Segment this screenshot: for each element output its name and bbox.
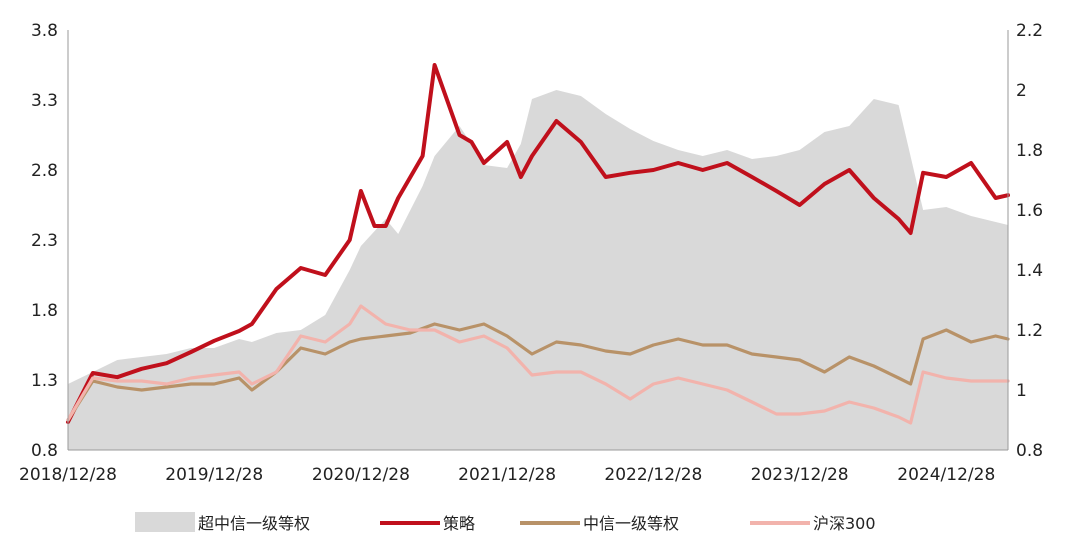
y-right-tick-label: 1.6 — [1016, 201, 1043, 221]
x-tick-label: 2021/12/28 — [458, 465, 556, 485]
legend: 超中信一级等权 策略 中信一级等权 沪深300 — [135, 512, 876, 533]
legend-label: 超中信一级等权 — [198, 514, 310, 533]
y-left-tick-label: 1.8 — [31, 301, 58, 321]
y-right-tick-label: 2.2 — [1016, 21, 1043, 41]
line-citic-equal-weight — [66, 322, 1010, 422]
x-tick-label: 2020/12/28 — [312, 465, 410, 485]
x-tick-label: 2018/12/28 — [19, 465, 117, 485]
area-layer — [68, 90, 1008, 450]
y-right-tick-label: 1.4 — [1016, 261, 1043, 281]
y-right-tick-label: 1.8 — [1016, 141, 1043, 161]
line-strategy — [66, 63, 1010, 424]
line-hs300 — [66, 304, 1010, 425]
y-left-tick-label: 2.8 — [31, 161, 58, 181]
x-tick-label: 2019/12/28 — [165, 465, 263, 485]
legend-swatch — [135, 512, 195, 532]
y-left-tick-label: 0.8 — [31, 441, 58, 461]
y-right-tick-label: 2 — [1016, 81, 1027, 101]
y-right-tick-label: 1 — [1016, 381, 1027, 401]
y-left-tick-label: 3.3 — [31, 91, 58, 111]
y-left-tick-label: 1.3 — [31, 371, 58, 391]
line-layer — [66, 63, 1010, 425]
x-tick-label: 2023/12/28 — [751, 465, 849, 485]
x-tick-label: 2022/12/28 — [604, 465, 702, 485]
legend-label: 中信一级等权 — [583, 514, 679, 533]
y-left-tick-label: 2.3 — [31, 231, 58, 251]
y-right-tick-label: 0.8 — [1016, 441, 1043, 461]
y-left-tick-label: 3.8 — [31, 21, 58, 41]
y-right-tick-label: 1.2 — [1016, 321, 1043, 341]
x-tick-label: 2024/12/28 — [897, 465, 995, 485]
area-excess-return — [68, 90, 1008, 450]
axes: 0.8 1.3 1.8 2.3 2.8 3.3 3.8 0.8 1 1.2 1.4 1.6 1.8 2 2.… — [19, 21, 1043, 485]
legend-label: 沪深300 — [813, 514, 876, 533]
legend-label: 策略 — [443, 514, 475, 533]
